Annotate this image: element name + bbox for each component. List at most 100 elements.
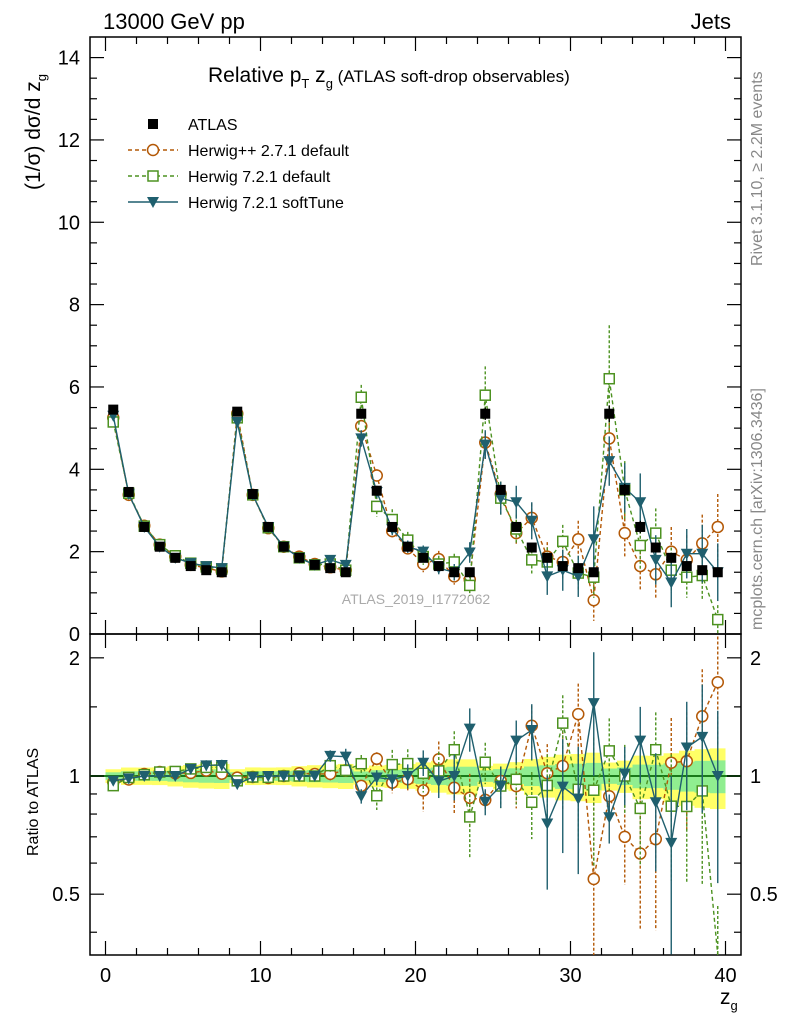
series-3-point (541, 571, 554, 583)
mcplots-info: mcplots.cern.ch [arXiv:1306.3436] (749, 388, 766, 630)
x-tick-label: 30 (559, 965, 581, 987)
series-3-ratio-point (246, 772, 259, 784)
series-3-ratio-point (308, 771, 321, 783)
atlas-point (154, 541, 165, 552)
atlas-point (356, 408, 367, 419)
series-1-point (587, 593, 600, 607)
series-3-ratio-point (432, 776, 445, 788)
series-3-ratio-point (479, 796, 492, 808)
series-1-line (112, 413, 719, 601)
series-1-point (711, 520, 724, 534)
series-3-ratio-point (587, 698, 600, 710)
atlas-point (573, 563, 584, 574)
series-2-point (557, 535, 569, 548)
series-3-point (494, 493, 507, 505)
series-3-point (510, 497, 523, 509)
series-1-ratio-point (572, 707, 585, 721)
x-tick-label: 0 (100, 965, 111, 987)
series-3-point (479, 439, 492, 451)
atlas-point (325, 563, 336, 574)
x-tick-label: 40 (714, 965, 736, 987)
series-1-ratio-point (618, 830, 631, 844)
series-2-ratio-point (634, 802, 646, 815)
legend-label: ATLAS (188, 117, 238, 134)
series-3-ratio-point (494, 781, 507, 793)
atlas-point (247, 489, 258, 500)
y-tick-label: 4 (69, 459, 80, 481)
series-3-ratio-point (153, 771, 166, 783)
atlas-point (139, 521, 150, 532)
series-3-point (587, 534, 600, 546)
series-1-ratio-point (417, 784, 430, 797)
series-2-ratio-point (479, 756, 491, 768)
series-3-ratio-point (277, 771, 290, 783)
series-3-ratio-point (510, 735, 523, 747)
series-2-ratio-point (324, 759, 336, 772)
series-3-ratio-point (262, 771, 275, 783)
atlas-point (588, 567, 599, 578)
series-2-ratio-point (603, 745, 615, 757)
series-2-point (634, 539, 646, 552)
series-3-ratio-point (572, 793, 585, 805)
series-2-ratio-point (355, 757, 367, 770)
header-right: Jets (691, 9, 731, 34)
y-tick-label: 12 (58, 130, 80, 152)
series-3-ratio-point (200, 760, 213, 772)
atlas-point (666, 552, 677, 563)
series-2-point (526, 554, 538, 566)
series-2-ratio-point (464, 811, 476, 823)
y-tick-label: 14 (58, 48, 80, 70)
atlas-point (123, 486, 134, 497)
atlas-point (604, 408, 615, 419)
y-axis-label-top: (1/σ) dσ/d zg (22, 74, 49, 190)
atlas-point (387, 521, 398, 532)
y-tick-label: 0 (69, 624, 80, 646)
series-2-point (371, 500, 383, 513)
atlas-point (309, 559, 320, 570)
series-2-point (464, 579, 476, 592)
ratio-tick-label: 0.5 (52, 884, 80, 906)
series-3-point (696, 548, 709, 560)
legend-marker (146, 143, 160, 157)
series-1-ratio-point (711, 675, 724, 689)
atlas-point (635, 521, 646, 532)
series-3-ratio-point (649, 797, 662, 809)
series-3-ratio-point (680, 742, 693, 754)
legend-label: Herwig++ 2.7.1 default (188, 143, 350, 160)
atlas-point (185, 561, 196, 572)
series-2-ratio-point (448, 743, 460, 756)
series-3-point (355, 433, 368, 445)
series-2-ratio-point (650, 743, 662, 756)
series-3-ratio-point (463, 723, 476, 735)
series-2-ratio-point (526, 796, 538, 809)
series-1-ratio-point (587, 872, 600, 886)
series-1-point (572, 533, 585, 546)
atlas-point (681, 561, 692, 572)
atlas-point (170, 552, 181, 563)
atlas-point (449, 567, 460, 578)
legend-label: Herwig 7.2.1 default (188, 169, 331, 186)
series-2-ratio-point (371, 789, 383, 802)
series-3-point (649, 554, 662, 566)
chart-title: Relative pT zg (ATLAS soft-drop observab… (208, 64, 570, 91)
series-3-ratio-point (231, 779, 244, 791)
series-3-point (463, 547, 476, 559)
series-3-ratio-point (618, 768, 631, 780)
atlas-point (511, 521, 522, 532)
series-2-ratio-line (112, 722, 719, 956)
series-2-point (355, 391, 367, 404)
series-2-point (603, 372, 615, 385)
ratio-tick-label-right: 1 (750, 766, 761, 788)
x-tick-label: 10 (249, 965, 271, 987)
legend: ATLAS Herwig++ 2.7.1 default Herwig 7.2.1 … (128, 117, 350, 212)
analysis-watermark: ATLAS_2019_I1772062 (342, 591, 491, 607)
series-3-ratio-point (122, 773, 135, 785)
y-tick-label: 2 (69, 542, 80, 564)
series-3-ratio-line (113, 703, 719, 846)
series-3-point (231, 416, 244, 428)
legend-marker (148, 119, 158, 129)
series-3-point (680, 548, 693, 560)
series-3-ratio-point (448, 771, 461, 783)
series-2-ratio-point (557, 717, 569, 729)
